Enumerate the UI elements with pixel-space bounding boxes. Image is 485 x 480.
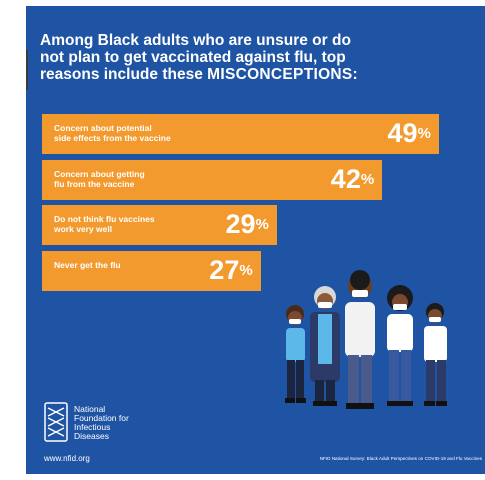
bar-label-line: Concern about getting xyxy=(54,168,145,179)
bar-label-3: Do not think flu vaccines work very well xyxy=(54,214,224,234)
bar-label-4: Never get the flu xyxy=(54,260,224,270)
edge-divider xyxy=(26,50,28,90)
bar-value-number: 29 xyxy=(225,209,256,239)
logo-line-1: National xyxy=(74,404,106,414)
bar-label-line: flu from the vaccine xyxy=(54,178,135,189)
bar-label-2: Concern about getting flu from the vaccin… xyxy=(54,169,224,189)
source-note: NFID National Survey: Black Adult Perspe… xyxy=(319,456,482,461)
headline-line-3: reasons include these MISCONCEPTIONS: xyxy=(40,66,420,83)
bar-value-unit: % xyxy=(255,216,269,233)
headline-line-2: not plan to get vaccinated against flu, … xyxy=(40,49,346,66)
person-woman-coat xyxy=(310,286,340,406)
logo-line-2: Foundation for xyxy=(74,413,129,423)
logo-line-4: Diseases xyxy=(74,431,109,441)
logo-text: National Foundation for Infectious Disea… xyxy=(74,405,129,441)
person-woman-curly xyxy=(387,285,413,406)
bar-value-4: 27% xyxy=(209,255,252,285)
headline-emphasis: MISCONCEPTIONS: xyxy=(207,66,359,83)
people-group-illustration xyxy=(285,270,447,409)
headline: Among Black adults who are unsure or do … xyxy=(40,32,420,83)
bar-value-number: 49 xyxy=(387,118,418,148)
logo-line-3: Infectious xyxy=(74,422,111,432)
headline-line-1: Among Black adults who are unsure or do xyxy=(40,32,351,49)
bar-label-line: side effects from the vaccine xyxy=(54,133,171,143)
bar-label-line: work very well xyxy=(54,224,113,234)
bar-4: Never get the flu 27% xyxy=(42,250,261,291)
bar-value-1: 49% xyxy=(388,118,431,148)
person-child-left xyxy=(285,305,306,403)
bar-label-line: Never get the flu xyxy=(54,259,121,270)
headline-line-3-prefix: reasons include these xyxy=(40,66,208,83)
bar-value-unit: % xyxy=(417,125,431,142)
nfid-logo: National Foundation for Infectious Disea… xyxy=(44,402,154,452)
bar-label-line: Concern about potential xyxy=(54,123,152,133)
person-man-right xyxy=(424,303,447,406)
bar-value-2: 42% xyxy=(331,164,374,194)
bar-value-number: 42 xyxy=(330,163,361,194)
bar-1: Concern about potential side effects from… xyxy=(42,114,439,154)
website-link[interactable]: www.nfid.org xyxy=(44,454,90,463)
bar-value-3: 29% xyxy=(226,209,269,239)
bar-label-line: Do not think flu vaccines xyxy=(54,214,155,224)
bar-2: Concern about getting flu from the vaccin… xyxy=(42,159,383,200)
person-man-center xyxy=(345,270,375,409)
bar-3: Do not think flu vaccines work very well 2… xyxy=(42,205,277,245)
bar-value-unit: % xyxy=(239,261,253,279)
nfid-logo-icon xyxy=(44,402,68,442)
bar-value-number: 27 xyxy=(209,254,240,285)
bar-label-1: Concern about potential side effects from… xyxy=(54,123,224,143)
bar-value-unit: % xyxy=(360,170,375,188)
